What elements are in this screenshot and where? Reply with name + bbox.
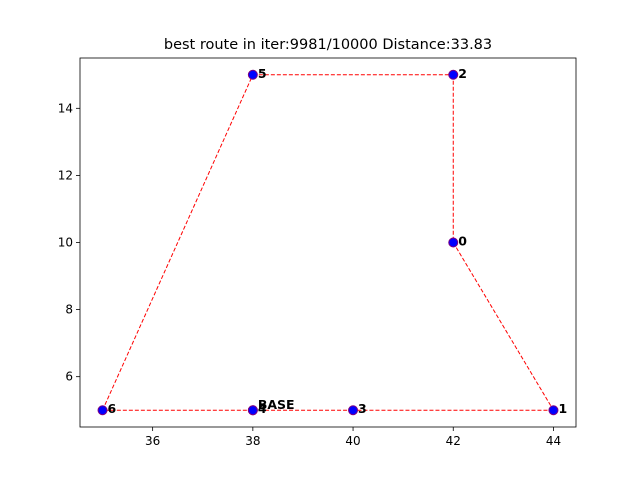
y-tick-label: 8 bbox=[65, 303, 73, 317]
route-point bbox=[247, 69, 258, 80]
route-point bbox=[97, 405, 108, 416]
x-tick-label: 40 bbox=[345, 434, 360, 448]
point-label: 5 bbox=[258, 66, 267, 81]
point-label: 4 bbox=[258, 401, 267, 416]
point-label: 6 bbox=[108, 401, 117, 416]
x-tick-label: 38 bbox=[245, 434, 260, 448]
point-label: 3 bbox=[358, 401, 367, 416]
axes-frame bbox=[79, 57, 577, 428]
y-tick-label: 12 bbox=[58, 168, 73, 182]
y-tick-label: 10 bbox=[58, 236, 73, 250]
route-segment bbox=[102, 74, 254, 411]
x-tick-label: 36 bbox=[145, 434, 160, 448]
route-point bbox=[548, 405, 559, 416]
chart-title: best route in iter:9981/10000 Distance:3… bbox=[164, 37, 492, 53]
route-point bbox=[247, 405, 258, 416]
point-label: 2 bbox=[458, 66, 467, 81]
route-point bbox=[348, 405, 359, 416]
point-label: 1 bbox=[558, 401, 567, 416]
route-point bbox=[448, 69, 459, 80]
point-label: 0 bbox=[458, 234, 467, 249]
route-point bbox=[448, 237, 459, 248]
base-label: BASE bbox=[258, 397, 295, 412]
x-tick-label: 44 bbox=[546, 434, 561, 448]
y-tick-label: 6 bbox=[65, 370, 73, 384]
route-segment bbox=[452, 242, 554, 411]
x-tick-label: 42 bbox=[446, 434, 461, 448]
y-tick-label: 14 bbox=[58, 101, 73, 115]
